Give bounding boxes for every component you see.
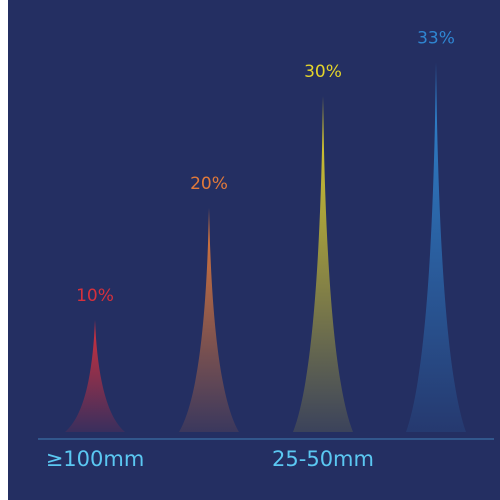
bar-1 [179, 208, 239, 432]
x-tick-labels-group: ≥100mm 25-50mm [46, 447, 374, 471]
x-tick-label-0: ≥100mm [46, 447, 145, 471]
value-labels-group: 10% 20% 30% 33% [76, 28, 455, 306]
value-label-1: 20% [190, 174, 228, 194]
value-label-0: 10% [76, 286, 114, 306]
value-label-3: 33% [417, 28, 455, 48]
chart: 10% 20% 30% 33% ≥100mm 25-50mm [38, 28, 494, 471]
x-tick-label-2: 25-50mm [272, 447, 374, 471]
bar-2 [293, 96, 353, 432]
value-label-2: 30% [304, 62, 342, 82]
bar-0 [65, 320, 125, 432]
bar-3 [406, 62, 466, 433]
bars-group [65, 62, 466, 433]
chart-panel: 10% 20% 30% 33% ≥100mm 25-50mm [8, 0, 500, 500]
